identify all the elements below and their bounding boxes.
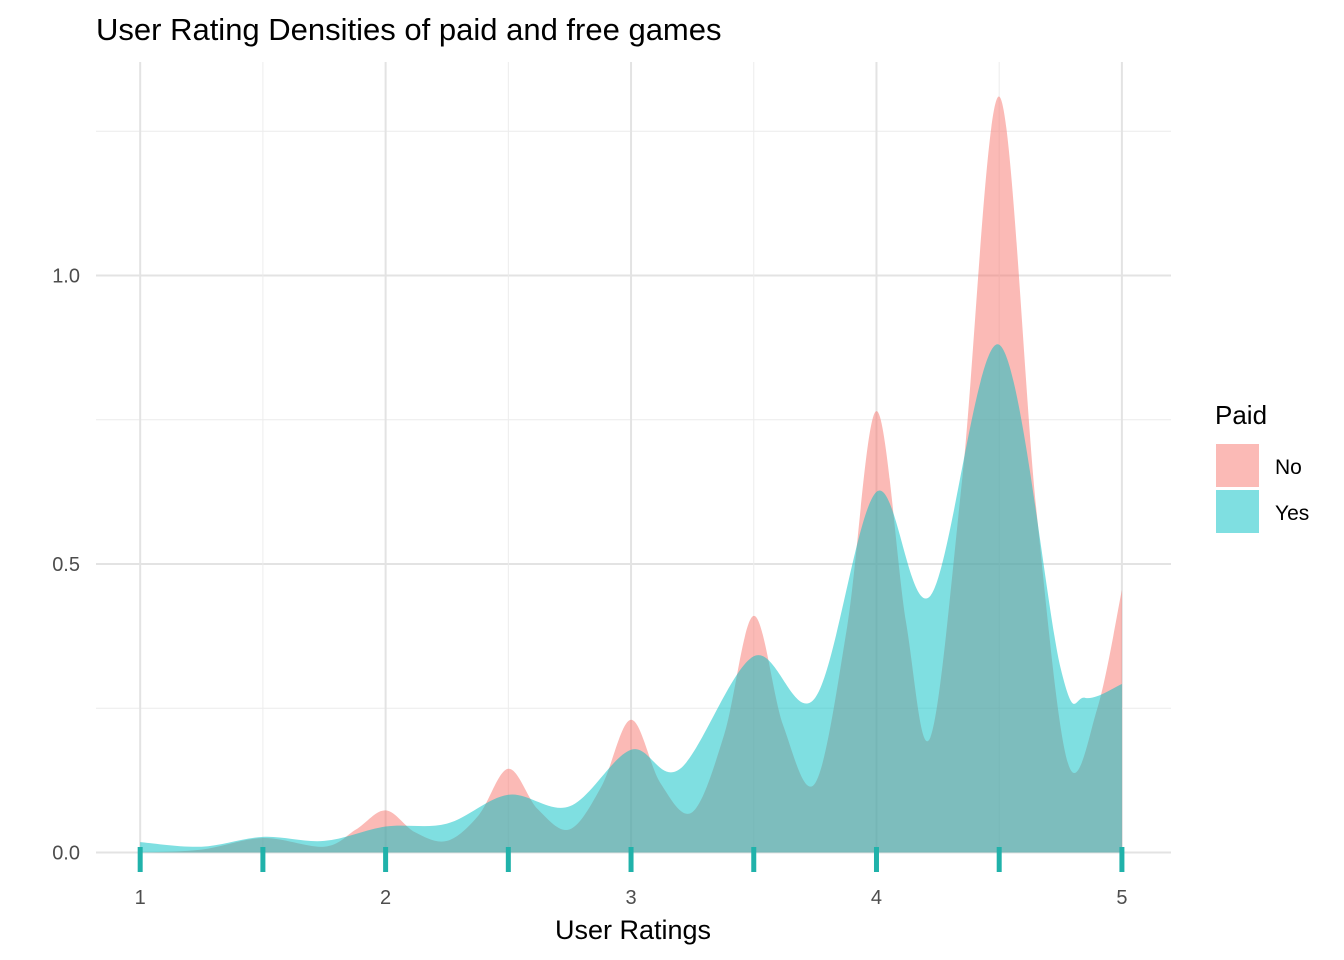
x-tick-label: 3 <box>625 887 636 909</box>
rug-marks <box>137 847 1125 872</box>
y-tick-labels: 0.0 0.5 1.0 <box>52 265 80 864</box>
legend-key-no <box>1216 444 1259 487</box>
density-areas <box>140 96 1122 853</box>
y-tick-label: 1.0 <box>52 265 80 287</box>
legend-key-yes <box>1216 490 1259 533</box>
legend: Paid No Yes <box>1215 400 1309 533</box>
y-tick-label: 0.5 <box>52 554 80 576</box>
legend-label-no: No <box>1275 456 1302 479</box>
density-area-yes <box>140 344 1122 853</box>
x-tick-label: 4 <box>871 887 882 909</box>
x-tick-labels: 1 2 3 4 5 <box>135 887 1128 909</box>
x-tick-label: 5 <box>1116 887 1127 909</box>
legend-label-yes: Yes <box>1275 502 1309 525</box>
legend-title: Paid <box>1215 400 1267 430</box>
y-tick-label: 0.0 <box>52 842 80 864</box>
x-tick-label: 1 <box>135 887 146 909</box>
x-axis-title: User Ratings <box>555 915 711 945</box>
x-tick-label: 2 <box>380 887 391 909</box>
chart-title: User Rating Densities of paid and free g… <box>96 12 722 47</box>
